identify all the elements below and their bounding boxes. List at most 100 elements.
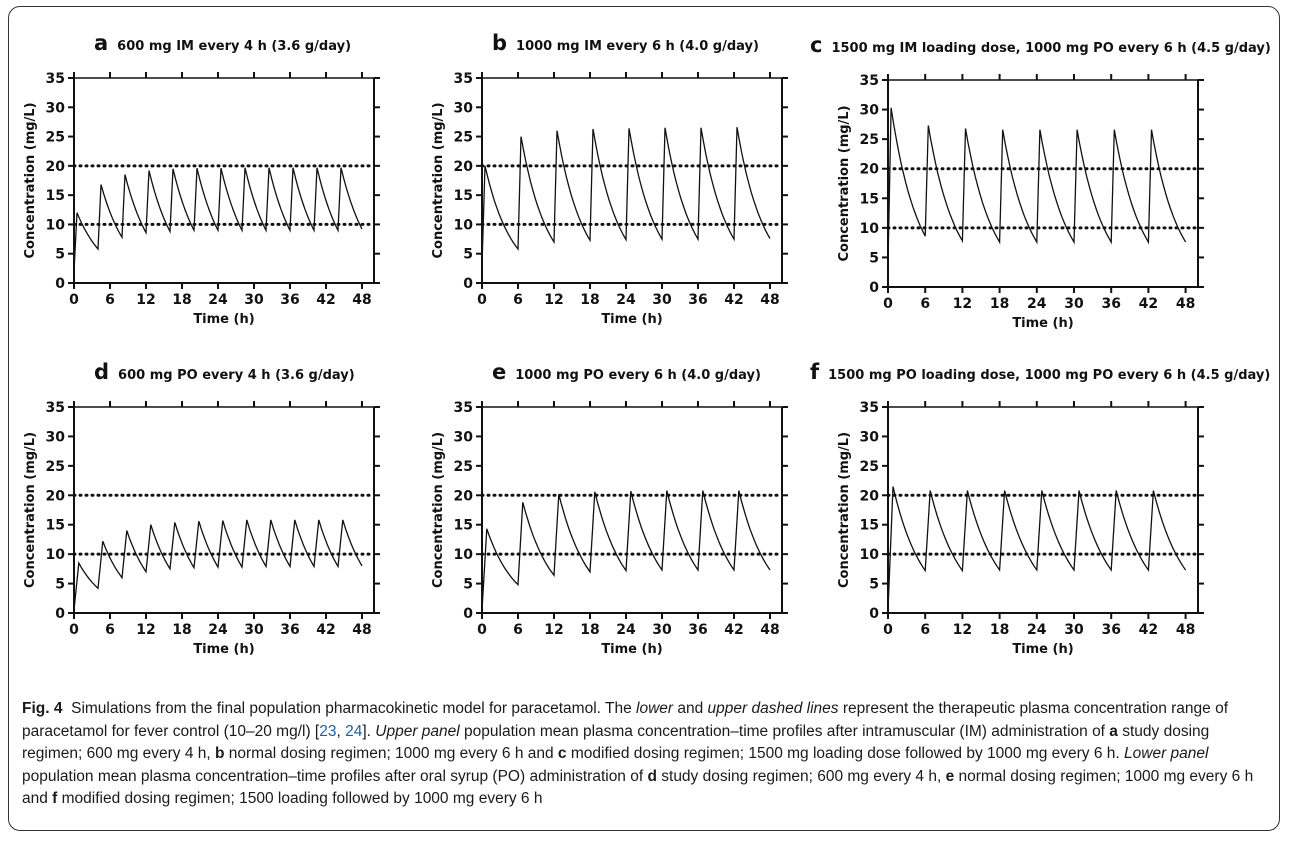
y-tick-label: 20: [860, 488, 880, 504]
y-tick-label: 20: [46, 159, 66, 175]
chart-panel-b: b 1000 mg IM every 6 h (4.0 g/day) 0 5 10 15 2…: [431, 31, 788, 327]
y-tick-label: 25: [46, 130, 65, 146]
panel-title: c 1500 mg IM loading dose, 1000 mg PO eve…: [810, 33, 1271, 57]
x-axis-label: Time (h): [1012, 642, 1073, 657]
panel-title: b 1000 mg IM every 6 h (4.0 g/day): [492, 31, 759, 55]
y-tick-label: 15: [46, 188, 65, 204]
x-tick-label: 48: [1176, 622, 1195, 638]
y-tick-label: 15: [860, 518, 879, 534]
x-tick-label: 42: [724, 622, 743, 638]
chart-panel-c: c 1500 mg IM loading dose, 1000 mg PO eve…: [810, 33, 1271, 331]
x-tick-label: 18: [580, 292, 599, 308]
x-tick-label: 48: [760, 622, 779, 638]
y-tick-label: 35: [454, 400, 473, 416]
figure-frame: [8, 6, 1280, 831]
x-tick-label: 12: [953, 296, 972, 312]
x-tick-label: 18: [990, 296, 1009, 312]
y-tick-label: 30: [46, 429, 66, 445]
x-tick-label: 42: [316, 622, 335, 638]
panel-title: f 1500 mg PO loading dose, 1000 mg PO eve…: [810, 360, 1270, 384]
y-tick-label: 35: [860, 73, 879, 89]
x-tick-label: 30: [652, 622, 672, 638]
x-tick-label: 6: [920, 622, 930, 638]
panel-title-text: 1500 mg IM loading dose, 1000 mg PO ever…: [831, 41, 1270, 56]
panel-title-text: 600 mg PO every 4 h (3.6 g/day): [118, 368, 355, 383]
y-tick-label: 5: [55, 247, 65, 263]
y-tick-label: 0: [463, 276, 473, 292]
y-axis-label: Concentration (mg/L): [431, 432, 446, 588]
y-tick-label: 20: [860, 162, 880, 178]
panel-letter: b: [492, 31, 507, 55]
x-tick-label: 24: [208, 292, 228, 308]
citation-link-23[interactable]: 23: [319, 722, 337, 740]
y-tick-label: 15: [46, 518, 65, 534]
y-tick-label: 10: [860, 547, 880, 563]
x-tick-label: 48: [760, 292, 779, 308]
x-tick-label: 24: [1027, 296, 1047, 312]
y-tick-label: 10: [454, 217, 474, 233]
chart-panel-d: d 600 mg PO every 4 h (3.6 g/day) 0 5 10 15 20…: [23, 360, 380, 657]
x-axis-label: Time (h): [601, 642, 662, 657]
y-tick-label: 10: [46, 217, 66, 233]
y-tick-label: 0: [55, 276, 65, 292]
x-tick-label: 24: [616, 622, 636, 638]
y-tick-label: 25: [454, 459, 473, 475]
citation-link-24[interactable]: 24: [345, 722, 363, 740]
x-tick-label: 18: [172, 622, 191, 638]
y-tick-label: 35: [860, 400, 879, 416]
x-tick-label: 24: [1027, 622, 1047, 638]
y-tick-label: 0: [869, 606, 879, 622]
y-tick-label: 30: [46, 100, 66, 116]
y-tick-label: 25: [454, 130, 473, 146]
x-tick-label: 42: [724, 292, 743, 308]
x-tick-label: 6: [105, 622, 115, 638]
panel-title: d 600 mg PO every 4 h (3.6 g/day): [94, 360, 355, 384]
x-tick-label: 0: [477, 292, 487, 308]
chart-panel-a: a 600 mg IM every 4 h (3.6 g/day) 0 5 10 15 20…: [23, 31, 380, 327]
concentration-line: [887, 107, 1187, 264]
x-tick-label: 0: [477, 622, 487, 638]
x-tick-label: 12: [136, 292, 155, 308]
y-tick-label: 25: [860, 132, 879, 148]
panel-title-text: 1500 mg PO loading dose, 1000 mg PO ever…: [828, 368, 1270, 383]
x-tick-label: 36: [280, 292, 299, 308]
x-tick-label: 6: [105, 292, 115, 308]
concentration-line: [481, 127, 771, 266]
panel-letter: a: [94, 31, 108, 55]
x-tick-label: 0: [883, 622, 893, 638]
y-tick-label: 0: [869, 280, 879, 296]
x-axis-label: Time (h): [193, 312, 254, 327]
x-tick-label: 48: [352, 292, 371, 308]
concentration-line: [887, 486, 1187, 611]
y-tick-label: 15: [860, 191, 879, 207]
y-tick-label: 30: [454, 100, 474, 116]
y-tick-label: 35: [454, 71, 473, 87]
y-tick-label: 20: [454, 488, 474, 504]
x-tick-label: 48: [1176, 296, 1195, 312]
y-tick-label: 25: [860, 459, 879, 475]
y-axis-label: Concentration (mg/L): [23, 432, 38, 588]
x-tick-label: 6: [920, 296, 930, 312]
chart-panel-e: e 1000 mg PO every 6 h (4.0 g/day) 0 5 10 15 2…: [431, 360, 788, 657]
y-tick-label: 10: [46, 547, 66, 563]
x-axis-label: Time (h): [601, 312, 662, 327]
y-tick-label: 20: [454, 159, 474, 175]
panel-title-text: 1000 mg PO every 6 h (4.0 g/day): [515, 368, 761, 383]
x-tick-label: 12: [136, 622, 155, 638]
x-tick-label: 30: [1064, 296, 1084, 312]
y-tick-label: 5: [869, 577, 879, 593]
x-tick-label: 36: [1101, 622, 1120, 638]
x-tick-label: 18: [580, 622, 599, 638]
y-tick-label: 10: [860, 221, 880, 237]
panel-title-text: 1000 mg IM every 6 h (4.0 g/day): [516, 39, 759, 54]
x-tick-label: 42: [316, 292, 335, 308]
figure-charts: a 600 mg IM every 4 h (3.6 g/day) 0 5 10 15 20…: [23, 31, 1271, 657]
y-tick-label: 35: [46, 71, 65, 87]
x-tick-label: 24: [208, 622, 228, 638]
y-tick-label: 30: [860, 103, 880, 119]
x-tick-label: 36: [280, 622, 299, 638]
y-axis-label: Concentration (mg/L): [837, 432, 852, 588]
y-tick-label: 35: [46, 400, 65, 416]
panel-letter: f: [810, 360, 820, 384]
y-tick-label: 5: [463, 247, 473, 263]
